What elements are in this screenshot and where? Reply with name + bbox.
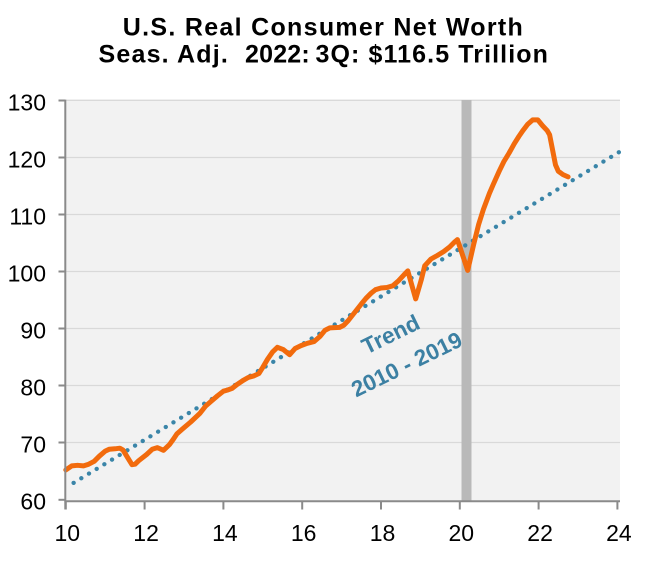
svg-text:14: 14 [212, 520, 238, 546]
svg-text:100: 100 [8, 261, 46, 287]
svg-text:60: 60 [20, 489, 46, 515]
svg-text:3Q: $116.5 Trillion: 3Q: $116.5 Trillion [316, 41, 550, 69]
svg-text:12: 12 [133, 520, 159, 546]
svg-text:70: 70 [20, 432, 46, 458]
svg-text:2022:: 2022: [245, 41, 310, 69]
svg-text:Seas. Adj.: Seas. Adj. [99, 41, 230, 69]
svg-text:110: 110 [9, 204, 46, 230]
svg-text:80: 80 [20, 375, 46, 401]
svg-text:120: 120 [8, 147, 46, 173]
svg-text:10: 10 [55, 520, 81, 546]
svg-text:24: 24 [606, 520, 632, 546]
svg-text:20: 20 [449, 520, 475, 546]
svg-text:130: 130 [8, 90, 46, 116]
svg-text:16: 16 [291, 520, 317, 546]
svg-text:U.S. Real Consumer Net Worth: U.S. Real Consumer Net Worth [123, 14, 524, 42]
svg-text:22: 22 [527, 520, 553, 546]
svg-text:18: 18 [370, 520, 396, 546]
svg-text:90: 90 [20, 318, 46, 344]
